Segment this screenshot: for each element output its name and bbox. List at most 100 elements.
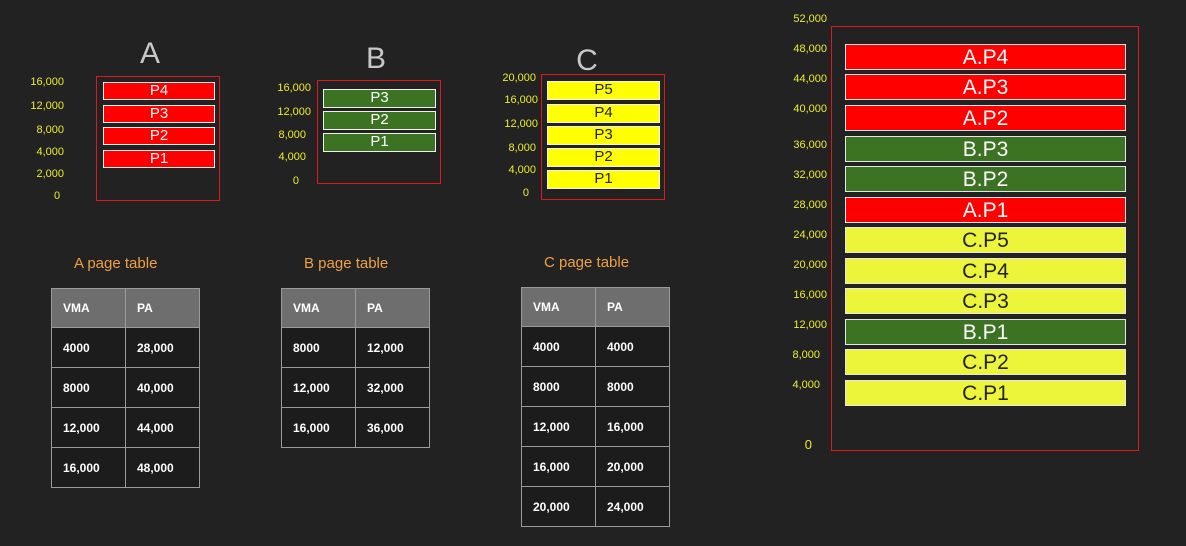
page-table-c-title: C page table bbox=[544, 254, 630, 271]
table-row: 20,000 24,000 bbox=[521, 486, 670, 527]
table-row: 12,000 44,000 bbox=[51, 407, 200, 448]
physical-frame: A.P1 bbox=[845, 197, 1126, 223]
process-a-address: 12,000 bbox=[30, 100, 64, 112]
physical-address: 20,000 bbox=[793, 259, 827, 271]
physical-frame: A.P2 bbox=[845, 105, 1126, 131]
table-row: 4000 28,000 bbox=[51, 327, 200, 368]
table-cell: 12,000 bbox=[51, 407, 126, 448]
physical-address: 36,000 bbox=[793, 139, 827, 151]
column-header: VMA bbox=[281, 288, 356, 328]
table-row: 8000 8000 bbox=[521, 366, 670, 407]
process-b-page: P1 bbox=[323, 133, 436, 152]
process-a-address: 0 bbox=[54, 190, 61, 202]
table-cell: 36,000 bbox=[355, 407, 430, 448]
process-b-label: B bbox=[365, 42, 386, 75]
process-b-address: 12,000 bbox=[277, 106, 311, 118]
table-cell: 16,000 bbox=[595, 406, 670, 447]
table-row: 8000 12,000 bbox=[281, 327, 430, 368]
process-c-address: 20,000 bbox=[502, 72, 536, 84]
physical-frame: C.P4 bbox=[845, 258, 1126, 284]
physical-frame: B.P3 bbox=[845, 136, 1126, 162]
table-cell: 28,000 bbox=[125, 327, 200, 368]
process-c-address: 8,000 bbox=[508, 142, 536, 154]
table-cell: 16,000 bbox=[281, 407, 356, 448]
process-a-label: A bbox=[139, 37, 160, 70]
physical-address: 52,000 bbox=[793, 13, 827, 25]
table-cell: 8000 bbox=[595, 366, 670, 407]
physical-address: 8,000 bbox=[792, 349, 820, 361]
physical-frame: C.P5 bbox=[845, 227, 1126, 253]
table-row: 12,000 16,000 bbox=[521, 406, 670, 447]
table-cell: 12,000 bbox=[521, 406, 596, 447]
physical-frame: C.P3 bbox=[845, 288, 1126, 314]
process-c-address: 12,000 bbox=[504, 118, 538, 130]
process-b-page: P2 bbox=[323, 111, 436, 130]
table-cell: 32,000 bbox=[355, 367, 430, 408]
process-c-address: 0 bbox=[522, 187, 529, 199]
process-c-address-space: P5 P4 P3 P2 P1 bbox=[541, 74, 665, 200]
process-b-address-space: P3 P2 P1 bbox=[317, 80, 441, 184]
process-c-page: P1 bbox=[547, 170, 660, 189]
physical-address: 0 bbox=[804, 437, 812, 452]
process-a-page: P1 bbox=[103, 150, 215, 168]
physical-frame: C.P2 bbox=[845, 349, 1126, 375]
process-a-address: 4,000 bbox=[36, 146, 64, 158]
table-cell: 20,000 bbox=[595, 446, 670, 487]
process-c-address: 16,000 bbox=[504, 94, 538, 106]
table-cell: 20,000 bbox=[521, 486, 596, 527]
process-a-address: 16,000 bbox=[30, 76, 64, 88]
process-a-page: P4 bbox=[103, 82, 215, 100]
table-row: 16,000 36,000 bbox=[281, 407, 430, 448]
table-cell: 4000 bbox=[521, 326, 596, 367]
process-c-page: P4 bbox=[547, 104, 660, 123]
table-cell: 16,000 bbox=[51, 447, 126, 488]
physical-frame: A.P4 bbox=[845, 44, 1126, 70]
table-row: 16,000 48,000 bbox=[51, 447, 200, 488]
page-table-a-title: A page table bbox=[74, 255, 158, 272]
physical-frame: B.P2 bbox=[845, 166, 1126, 192]
physical-frame: A.P3 bbox=[845, 74, 1126, 100]
physical-address: 40,000 bbox=[793, 103, 827, 115]
process-b-address: 0 bbox=[292, 175, 299, 187]
table-row: 8000 40,000 bbox=[51, 367, 200, 408]
physical-address: 28,000 bbox=[793, 199, 827, 211]
process-a-address: 2,000 bbox=[36, 168, 64, 180]
process-c-page: P3 bbox=[547, 126, 660, 145]
table-cell: 40,000 bbox=[125, 367, 200, 408]
physical-address: 16,000 bbox=[793, 289, 827, 301]
table-cell: 12,000 bbox=[355, 327, 430, 368]
page-table-b: VMA PA 8000 12,000 12,000 32,000 16,000 … bbox=[281, 288, 430, 448]
physical-address: 4,000 bbox=[792, 379, 820, 391]
process-c-label: C bbox=[576, 44, 598, 77]
table-header-row: VMA PA bbox=[281, 288, 430, 328]
process-c-address: 4,000 bbox=[508, 164, 536, 176]
physical-memory: A.P4 A.P3 A.P2 B.P3 B.P2 A.P1 C.P5 C.P4 … bbox=[831, 26, 1139, 451]
table-cell: 16,000 bbox=[521, 446, 596, 487]
physical-frame: C.P1 bbox=[845, 380, 1126, 406]
table-row: 16,000 20,000 bbox=[521, 446, 670, 487]
process-b-address: 8,000 bbox=[278, 129, 306, 141]
table-cell: 8000 bbox=[281, 327, 356, 368]
process-b-page: P3 bbox=[323, 89, 436, 108]
column-header: PA bbox=[125, 288, 200, 328]
physical-frame: B.P1 bbox=[845, 319, 1126, 345]
process-b-address: 4,000 bbox=[278, 151, 306, 163]
column-header: VMA bbox=[521, 287, 596, 327]
page-table-b-title: B page table bbox=[304, 255, 389, 272]
page-table-a: VMA PA 4000 28,000 8000 40,000 12,000 44… bbox=[51, 288, 200, 488]
table-cell: 24,000 bbox=[595, 486, 670, 527]
table-row: 4000 4000 bbox=[521, 326, 670, 367]
physical-address: 32,000 bbox=[793, 169, 827, 181]
physical-address: 44,000 bbox=[793, 73, 827, 85]
column-header: VMA bbox=[51, 288, 126, 328]
table-cell: 4000 bbox=[51, 327, 126, 368]
process-a-address: 8,000 bbox=[36, 124, 64, 136]
column-header: PA bbox=[355, 288, 430, 328]
process-c-page: P2 bbox=[547, 148, 660, 167]
table-cell: 4000 bbox=[595, 326, 670, 367]
page-table-c: VMA PA 4000 4000 8000 8000 12,000 16,000… bbox=[521, 287, 670, 527]
process-a-address-space: P4 P3 P2 P1 bbox=[96, 76, 220, 201]
table-row: 12,000 32,000 bbox=[281, 367, 430, 408]
process-a-page: P3 bbox=[103, 105, 215, 123]
table-cell: 8000 bbox=[521, 366, 596, 407]
